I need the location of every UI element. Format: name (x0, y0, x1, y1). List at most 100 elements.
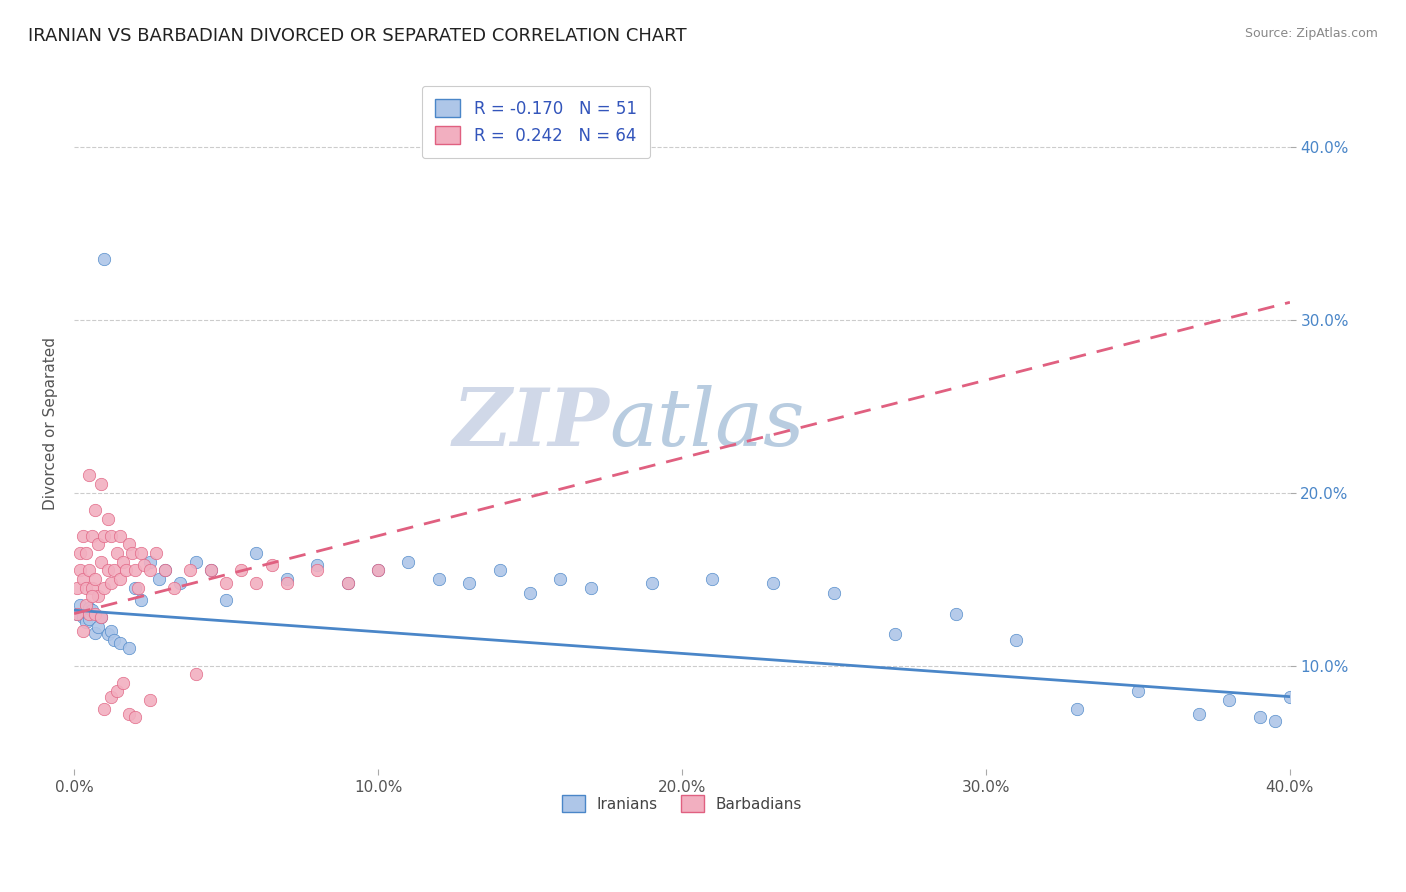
Y-axis label: Divorced or Separated: Divorced or Separated (44, 337, 58, 510)
Text: ZIP: ZIP (453, 384, 609, 462)
Point (111, 675, 134, 690)
Point (124, 563, 146, 577)
Point (105, 546, 128, 560)
Text: atlas: atlas (609, 384, 804, 462)
Point (72, 529, 94, 543)
Point (69, 598, 91, 612)
Point (90, 555, 112, 569)
Point (87, 537, 110, 551)
Point (145, 546, 167, 560)
Point (139, 555, 162, 569)
Point (84, 572, 107, 586)
Point (155, 563, 177, 577)
Point (118, 641, 141, 656)
Point (260, 558, 283, 573)
Point (1188, 706, 1211, 721)
Point (519, 586, 541, 600)
Point (124, 710, 146, 724)
Point (75, 546, 97, 560)
Point (276, 575, 298, 590)
Point (307, 558, 329, 573)
Point (100, 575, 122, 590)
Point (367, 563, 389, 577)
Point (79, 563, 101, 577)
Point (72, 572, 94, 586)
Point (93, 702, 115, 716)
Point (184, 555, 207, 569)
Point (93, 581, 115, 595)
Point (100, 690, 122, 704)
Point (66, 607, 89, 621)
Point (72, 610, 94, 624)
Point (488, 563, 510, 577)
Point (200, 563, 222, 577)
Text: IRANIAN VS BARBADIAN DIVORCED OR SEPARATED CORRELATION CHART: IRANIAN VS BARBADIAN DIVORCED OR SEPARAT… (28, 27, 686, 45)
Point (96, 563, 118, 577)
Point (100, 624, 122, 638)
Point (69, 546, 91, 560)
Point (127, 581, 149, 595)
Point (1005, 632, 1028, 647)
Point (108, 636, 131, 650)
Point (79, 607, 101, 621)
Point (100, 529, 122, 543)
Point (121, 546, 143, 560)
Point (184, 667, 207, 681)
Point (114, 563, 136, 577)
Point (307, 563, 329, 577)
Point (427, 572, 450, 586)
Point (93, 252, 115, 266)
Point (118, 706, 141, 721)
Point (66, 581, 89, 595)
Point (139, 563, 162, 577)
Point (108, 529, 131, 543)
Point (103, 632, 125, 647)
Point (245, 575, 267, 590)
Point (82, 529, 104, 543)
Point (1278, 690, 1301, 704)
Point (215, 592, 238, 607)
Point (139, 693, 162, 707)
Point (179, 563, 201, 577)
Point (276, 572, 298, 586)
Point (1264, 714, 1286, 728)
Point (245, 546, 267, 560)
Point (336, 575, 359, 590)
Point (200, 563, 222, 577)
Point (1126, 684, 1149, 698)
Point (105, 684, 128, 698)
Point (90, 610, 112, 624)
Point (124, 581, 146, 595)
Text: Source: ZipAtlas.com: Source: ZipAtlas.com (1244, 27, 1378, 40)
Point (93, 529, 115, 543)
Point (82, 590, 104, 604)
Point (72, 624, 94, 638)
Point (96, 627, 118, 641)
Point (823, 586, 845, 600)
Point (90, 610, 112, 624)
Point (69, 563, 91, 577)
Point (458, 575, 481, 590)
Point (82, 603, 104, 617)
Point (84, 503, 107, 517)
Point (396, 555, 419, 569)
Point (75, 581, 97, 595)
Point (90, 476, 112, 491)
Point (336, 575, 359, 590)
Point (169, 575, 191, 590)
Point (148, 572, 170, 586)
Point (108, 572, 131, 586)
Point (550, 572, 572, 586)
Point (367, 563, 389, 577)
Point (82, 581, 104, 595)
Point (215, 575, 238, 590)
Point (75, 598, 97, 612)
Legend: Iranians, Barbadians: Iranians, Barbadians (550, 783, 814, 824)
Point (640, 575, 662, 590)
Point (96, 511, 118, 525)
Point (579, 581, 602, 595)
Point (1066, 702, 1088, 716)
Point (79, 601, 101, 615)
Point (129, 546, 152, 560)
Point (702, 572, 724, 586)
